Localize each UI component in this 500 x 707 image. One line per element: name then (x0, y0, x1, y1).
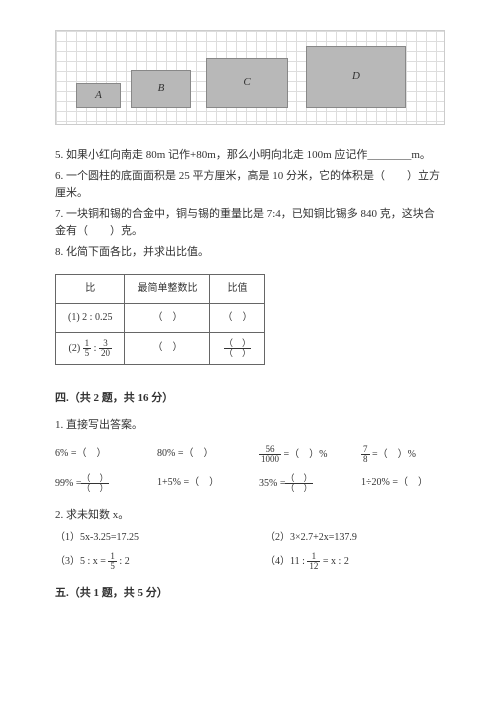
calc-3: 561000 =（ ）% (259, 445, 343, 464)
box-d: D (306, 46, 406, 108)
frac-1-5: 15 (83, 339, 92, 358)
box-c: C (206, 58, 288, 108)
row2-simple: （ ） (125, 332, 210, 364)
calc-1: 6% =（ ） (55, 446, 139, 462)
calc-6: 1+5% =（ ） (157, 475, 241, 491)
box-a: A (76, 83, 121, 108)
section-4-title: 四.（共 2 题，共 16 分） (55, 390, 445, 408)
eq-row-1: （1）5x-3.25=17.25 （2）3×2.7+2x=137.9 (55, 530, 445, 546)
eq-2: （2）3×2.7+2x=137.9 (265, 530, 445, 546)
row2-prefix: (2) (69, 342, 81, 353)
calc-7: 35% =（ ）（ ） (259, 474, 343, 493)
box-b: B (131, 70, 191, 108)
question-8: 8. 化简下面各比，并求出比值。 (55, 244, 445, 262)
eq-1: （1）5x-3.25=17.25 (55, 530, 235, 546)
section-4-q1: 1. 直接写出答案。 (55, 417, 445, 435)
th-ratio: 比 (56, 274, 125, 303)
row1-label: (1) 2 : 0.25 (56, 303, 125, 332)
th-simple: 最简单整数比 (125, 274, 210, 303)
grid-diagram: A B C D (55, 30, 445, 125)
section-4-q2: 2. 求未知数 x。 (55, 507, 445, 525)
calc-5: 99% =（ ）（ ） (55, 474, 139, 493)
calc-2: 80% =（ ） (157, 446, 241, 462)
ratio-table: 比 最简单整数比 比值 (1) 2 : 0.25 （ ） （ ） (2) 15 … (55, 274, 265, 365)
row1-value: （ ） (210, 303, 265, 332)
question-7: 7. 一块铜和锡的合金中，铜与锡的重量比是 7:4，已知铜比锡多 840 克，这… (55, 206, 445, 241)
eq-3: （3）5 : x = 15 : 2 (55, 552, 235, 571)
calc-row-2: 99% =（ ）（ ） 1+5% =（ ） 35% =（ ）（ ） 1÷20% … (55, 474, 445, 493)
eq-row-2: （3）5 : x = 15 : 2 （4）11 : 112 = x : 2 (55, 552, 445, 571)
question-6: 6. 一个圆柱的底面面积是 25 平方厘米，高是 10 分米，它的体积是（ ）立… (55, 168, 445, 203)
eq-4: （4）11 : 112 = x : 2 (265, 552, 445, 571)
calc-8: 1÷20% =（ ） (361, 475, 445, 491)
th-value: 比值 (210, 274, 265, 303)
calc-4: 78 =（ ）% (361, 445, 445, 464)
calc-row-1: 6% =（ ） 80% =（ ） 561000 =（ ）% 78 =（ ）% (55, 445, 445, 464)
stacked-paren: （ ）（ ） (224, 339, 251, 358)
frac-3-20: 320 (99, 339, 112, 358)
section-5-title: 五.（共 1 题，共 5 分） (55, 585, 445, 603)
row2-label: (2) 15 : 320 (56, 332, 125, 364)
row1-simple: （ ） (125, 303, 210, 332)
question-5: 5. 如果小红向南走 80m 记作+80m，那么小明向北走 100m 应记作__… (55, 147, 445, 165)
row2-value: （ ）（ ） (210, 332, 265, 364)
